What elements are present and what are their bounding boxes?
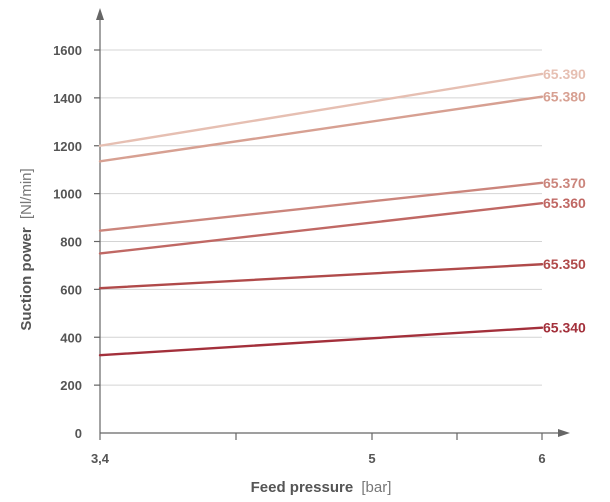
y-tick-label: 1200 <box>53 139 82 154</box>
y-tick-label: 200 <box>60 378 82 393</box>
series-line-65.350 <box>98 263 544 290</box>
y-tick-label: 0 <box>75 426 82 441</box>
y-axis-title-text: Suction power <box>18 227 35 331</box>
series <box>98 72 544 357</box>
x-tick-label: 3,4 <box>91 451 110 466</box>
y-tick-label: 1000 <box>53 187 82 202</box>
y-tick-label: 1600 <box>53 43 82 58</box>
y-tick-label: 800 <box>60 235 82 250</box>
y-axis-arrow <box>96 8 104 20</box>
series-label-65.350: 65.350 <box>543 256 586 272</box>
series-line-65.380 <box>98 95 544 163</box>
y-axis-title-unit: [Nl/min] <box>18 168 35 219</box>
x-axis-title-text: Feed pressure <box>251 479 354 496</box>
series-label-65.340: 65.340 <box>543 320 586 336</box>
ticks: 0 200 400 600 800 1000 1200 1400 1600 3,4 5 6 <box>53 43 546 466</box>
series-line-65.340 <box>98 326 544 357</box>
x-tick-label: 6 <box>538 451 545 466</box>
series-line-65.370 <box>98 181 544 232</box>
x-axis-title-unit: [bar] <box>361 479 391 496</box>
series-label-65.370: 65.370 <box>543 175 586 191</box>
x-tick-label: 5 <box>368 451 375 466</box>
x-axis-title: Feed pressure [bar] <box>251 479 392 496</box>
y-tick-label: 600 <box>60 282 82 297</box>
series-label-65.390: 65.390 <box>543 66 586 82</box>
series-label-65.360: 65.360 <box>543 195 586 211</box>
x-axis-arrow <box>558 429 570 437</box>
y-axis-title: Suction power [Nl/min] <box>18 168 35 330</box>
series-line-65.360 <box>98 201 544 255</box>
axes <box>96 8 570 437</box>
series-labels: 65.390 65.380 65.370 65.360 65.350 65.340 <box>543 66 586 336</box>
grid <box>94 49 542 386</box>
y-tick-label: 400 <box>60 330 82 345</box>
y-tick-label: 1400 <box>53 91 82 106</box>
series-line-65.390 <box>98 72 544 147</box>
series-label-65.380: 65.380 <box>543 89 586 105</box>
